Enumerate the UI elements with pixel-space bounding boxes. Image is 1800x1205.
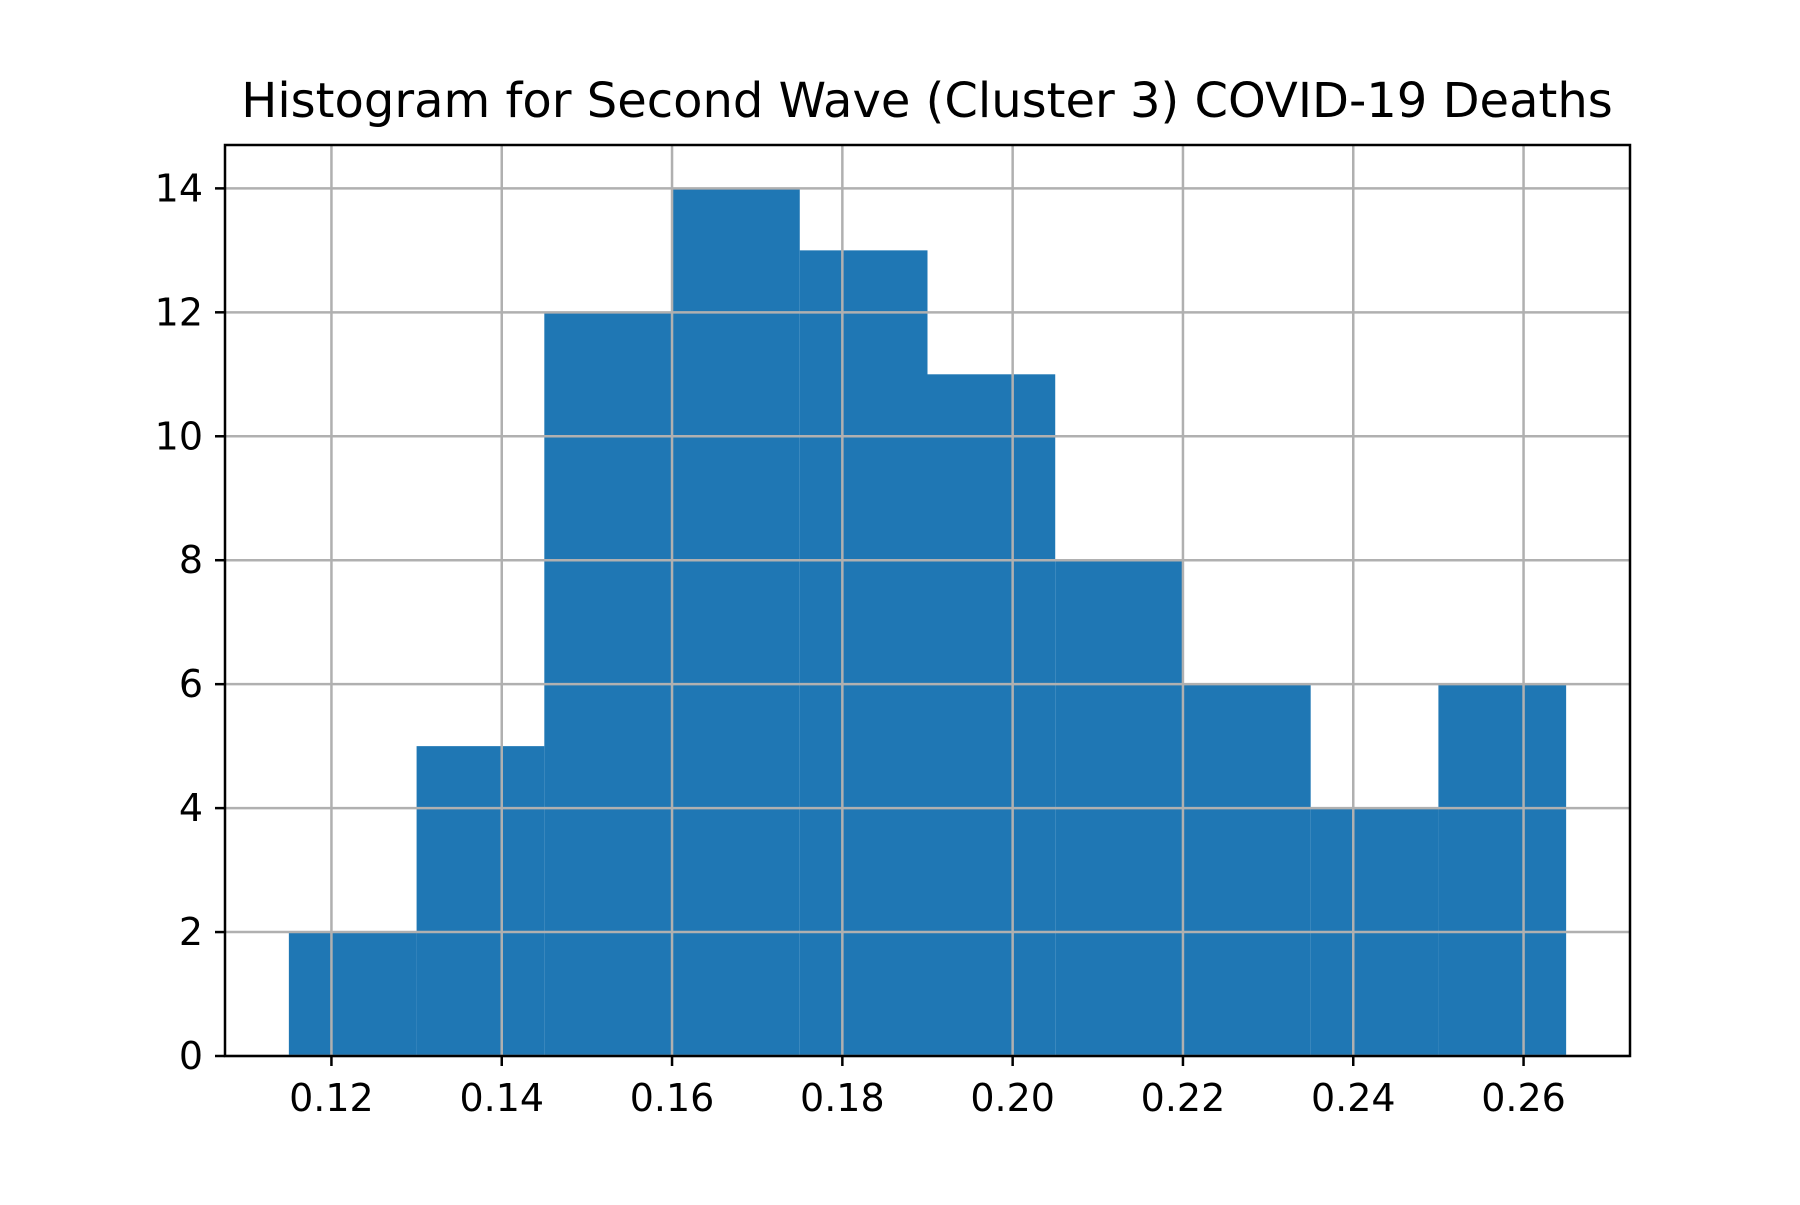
x-tick-label: 0.24 xyxy=(1311,1076,1396,1120)
axes-frame xyxy=(223,143,1632,1058)
histogram-bar xyxy=(799,250,928,1056)
x-tick-label: 0.20 xyxy=(970,1076,1055,1120)
x-tick-label: 0.12 xyxy=(289,1076,374,1120)
histogram-bar xyxy=(1438,684,1567,1056)
histogram-bar xyxy=(672,188,800,1056)
histogram-bar xyxy=(288,932,417,1056)
y-tick-label: 4 xyxy=(179,786,203,830)
bars-layer xyxy=(288,188,1567,1056)
x-tick-label: 0.18 xyxy=(800,1076,885,1120)
x-tick-label: 0.26 xyxy=(1481,1076,1566,1120)
y-tick-label: 2 xyxy=(179,910,203,954)
histogram-bar xyxy=(927,374,1056,1056)
y-tick-label: 14 xyxy=(155,166,203,210)
histogram-bar xyxy=(1182,684,1311,1056)
y-tick-label: 0 xyxy=(179,1034,203,1078)
y-tick-label: 12 xyxy=(155,290,203,334)
x-tick-label: 0.22 xyxy=(1141,1076,1226,1120)
y-tick-label: 6 xyxy=(179,662,203,706)
x-tick-label: 0.14 xyxy=(459,1076,544,1120)
y-tick-label: 10 xyxy=(155,414,203,458)
ticks-layer: 0.12 0.14 0.16 0.18 0.20 0.22 0.24 0.26 0 2 4 6 8 10 1… xyxy=(155,166,1566,1120)
chart-title: Histogram for Second Wave (Cluster 3) CO… xyxy=(241,73,1613,129)
y-tick-label: 8 xyxy=(179,538,203,582)
histogram-bar xyxy=(416,746,545,1056)
x-tick-label: 0.16 xyxy=(630,1076,715,1120)
